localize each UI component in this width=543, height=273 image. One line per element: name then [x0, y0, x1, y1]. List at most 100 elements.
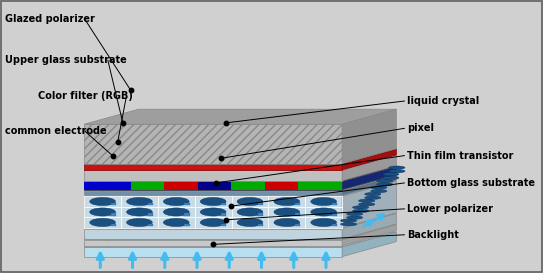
Polygon shape — [342, 225, 396, 246]
Ellipse shape — [163, 208, 189, 216]
Ellipse shape — [200, 197, 226, 206]
Ellipse shape — [90, 208, 116, 216]
Ellipse shape — [200, 218, 226, 227]
Bar — [332, 224, 337, 226]
Polygon shape — [84, 164, 342, 170]
Bar — [221, 203, 226, 206]
Polygon shape — [342, 213, 396, 239]
Bar — [148, 203, 153, 206]
Ellipse shape — [311, 218, 337, 227]
Ellipse shape — [358, 203, 375, 206]
Ellipse shape — [237, 208, 263, 216]
Ellipse shape — [237, 218, 263, 227]
Polygon shape — [84, 196, 342, 228]
Ellipse shape — [340, 219, 357, 222]
Text: Bottom glass substrate: Bottom glass substrate — [407, 178, 535, 188]
Polygon shape — [342, 109, 396, 164]
Polygon shape — [84, 229, 342, 239]
Bar — [258, 213, 263, 216]
Bar — [111, 203, 116, 206]
Polygon shape — [84, 213, 396, 229]
Bar — [185, 224, 190, 226]
Ellipse shape — [377, 183, 393, 186]
Bar — [198, 182, 231, 190]
Polygon shape — [342, 167, 396, 190]
Ellipse shape — [346, 216, 363, 219]
Text: Thin film transistor: Thin film transistor — [407, 151, 513, 161]
Bar — [148, 213, 153, 216]
Bar — [295, 203, 300, 206]
Text: Glazed polarizer: Glazed polarizer — [5, 14, 96, 24]
Ellipse shape — [340, 222, 357, 226]
Polygon shape — [84, 191, 342, 195]
Ellipse shape — [364, 196, 381, 199]
Text: pixel: pixel — [407, 123, 434, 133]
Text: Lower polarizer: Lower polarizer — [407, 204, 493, 214]
Bar — [258, 203, 263, 206]
Polygon shape — [342, 149, 396, 170]
Bar — [130, 182, 164, 190]
Polygon shape — [84, 170, 342, 181]
Ellipse shape — [389, 170, 405, 173]
Polygon shape — [84, 167, 396, 182]
Bar — [221, 213, 226, 216]
Ellipse shape — [274, 218, 300, 227]
Ellipse shape — [127, 197, 153, 206]
Bar — [164, 182, 198, 190]
Polygon shape — [84, 232, 396, 247]
Text: Color filter (RGB): Color filter (RGB) — [38, 91, 133, 100]
Bar — [265, 182, 298, 190]
Text: common electrode: common electrode — [5, 126, 107, 136]
Ellipse shape — [200, 208, 226, 216]
Bar — [148, 224, 153, 226]
Polygon shape — [342, 232, 396, 257]
Polygon shape — [84, 181, 396, 196]
Bar — [111, 224, 116, 226]
Polygon shape — [342, 181, 396, 228]
Ellipse shape — [90, 218, 116, 227]
Polygon shape — [84, 124, 342, 164]
Polygon shape — [84, 155, 396, 170]
Ellipse shape — [389, 166, 405, 169]
Text: Upper glass substrate: Upper glass substrate — [5, 55, 127, 65]
Ellipse shape — [383, 176, 399, 179]
Polygon shape — [84, 182, 342, 190]
Ellipse shape — [358, 199, 375, 202]
Ellipse shape — [127, 218, 153, 227]
Bar — [185, 213, 190, 216]
Bar — [111, 213, 116, 216]
Ellipse shape — [274, 197, 300, 206]
Ellipse shape — [311, 197, 337, 206]
Bar — [298, 182, 342, 190]
Ellipse shape — [377, 179, 393, 183]
Polygon shape — [84, 247, 342, 257]
Ellipse shape — [383, 173, 399, 176]
Polygon shape — [342, 155, 396, 181]
Bar — [295, 224, 300, 226]
Ellipse shape — [352, 206, 369, 209]
Ellipse shape — [346, 212, 363, 216]
Polygon shape — [84, 240, 342, 246]
Ellipse shape — [371, 189, 387, 193]
Ellipse shape — [364, 192, 381, 196]
Bar — [185, 203, 190, 206]
Ellipse shape — [127, 208, 153, 216]
Polygon shape — [84, 149, 396, 164]
Polygon shape — [342, 176, 396, 195]
Bar — [332, 203, 337, 206]
Text: Backlight: Backlight — [407, 230, 459, 240]
Ellipse shape — [352, 209, 369, 213]
Ellipse shape — [371, 186, 387, 189]
Ellipse shape — [311, 208, 337, 216]
Ellipse shape — [274, 208, 300, 216]
Ellipse shape — [237, 197, 263, 206]
Text: liquid crystal: liquid crystal — [407, 96, 479, 106]
Bar — [258, 224, 263, 226]
Ellipse shape — [90, 197, 116, 206]
Bar — [221, 224, 226, 226]
Ellipse shape — [163, 197, 189, 206]
Bar — [84, 182, 130, 190]
Bar — [332, 213, 337, 216]
Polygon shape — [84, 109, 396, 124]
Ellipse shape — [163, 218, 189, 227]
